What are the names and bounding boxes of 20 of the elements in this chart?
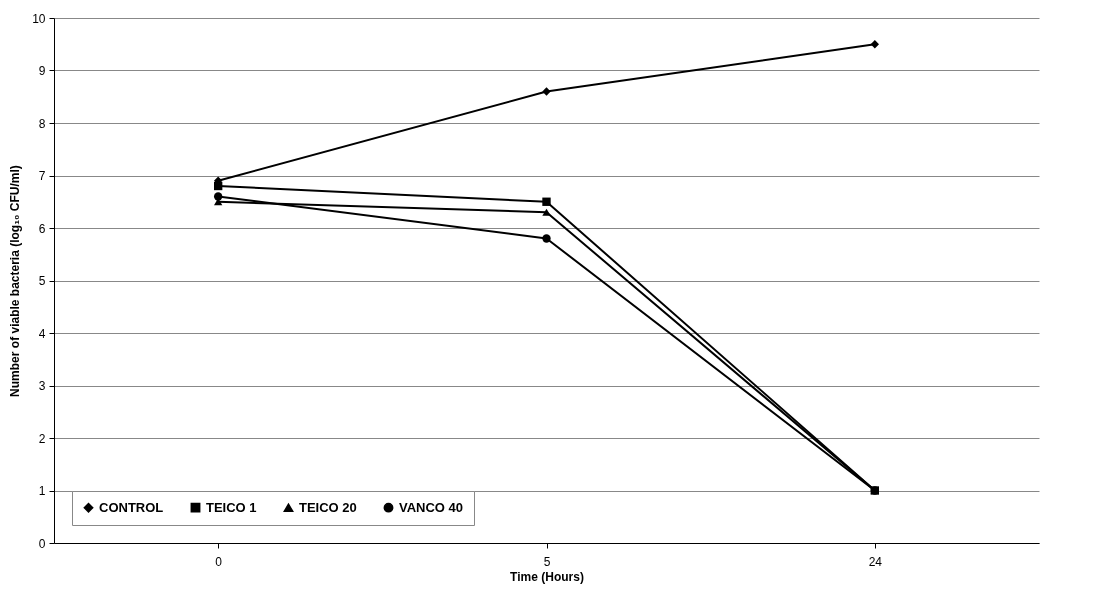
y-axis-title: Number of viable bacteria (log₁₀ CFU/ml) [8, 165, 23, 397]
y-tick-label: 7 [38, 169, 46, 183]
legend-label: CONTROL [99, 499, 164, 515]
y-tick-label: 2 [38, 431, 46, 446]
y-tick-label: 4 [38, 326, 46, 341]
legend-label: VANCO 40 [399, 499, 464, 515]
y-tick-label: 10 [32, 11, 46, 26]
legend-label: TEICO 1 [206, 499, 257, 515]
legend-label: TEICO 20 [299, 499, 357, 515]
x-axis-title: Time (Hours) [510, 569, 584, 584]
x-tick-label: 5 [543, 554, 551, 569]
y-tick-label: 3 [38, 379, 46, 393]
y-tick-label: 1 [38, 484, 46, 498]
y-tick-label: 5 [38, 274, 46, 288]
y-tick-label: 0 [38, 536, 46, 551]
x-tick-label: 0 [215, 554, 223, 569]
y-tick-label: 6 [38, 221, 46, 236]
y-tick-label: 8 [38, 116, 46, 131]
x-tick-label: 24 [868, 554, 883, 569]
y-tick-label: 9 [38, 64, 46, 78]
